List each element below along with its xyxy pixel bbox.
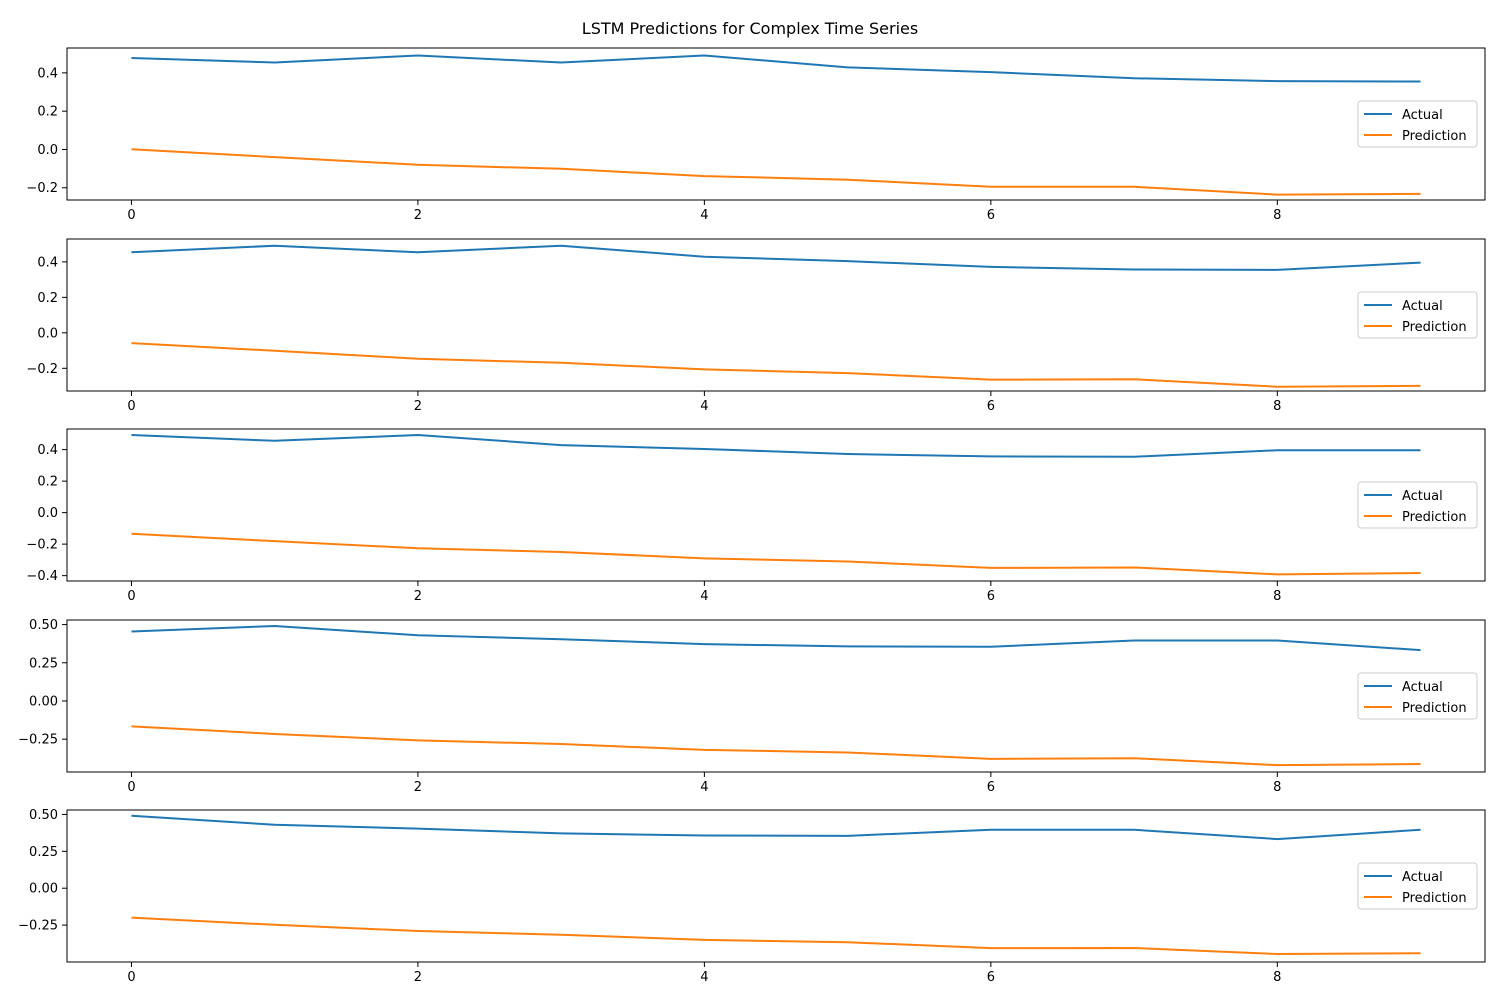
y-tick-label: 0.50 [29,618,58,633]
y-tick-label: 0.0 [37,326,58,341]
x-tick-label: 2 [414,208,422,223]
y-tick-label: 0.00 [29,694,58,709]
series-line-prediction [131,916,1421,956]
subplot-5: 0 2 4 6 8 −0.25 0.00 0.25 0.50 Actual Prediction [18,808,1486,985]
legend: Actual Prediction [1357,672,1478,720]
subplot-3: 0 2 4 6 8 −0.4 −0.2 0.0 0.2 0.4 Actual Prediction [26,428,1486,604]
series-line-prediction [131,532,1421,576]
y-tick-label: 0.2 [37,475,58,490]
x-tick-label: 0 [127,399,135,414]
x-tick-label: 8 [1273,208,1281,223]
y-tick-label: −0.2 [26,181,58,196]
y-tick-label: 0.4 [37,255,58,270]
y-tick-label: 0.4 [37,66,58,81]
legend: Actual Prediction [1357,862,1478,910]
x-tick-label: 6 [987,589,995,604]
x-tick-label: 4 [700,970,708,985]
y-tick-label: 0.50 [29,808,58,823]
x-tick-label: 6 [987,970,995,985]
y-tick-label: −0.25 [18,919,58,934]
series-line-actual [131,433,1421,458]
legend-label-actual: Actual [1402,489,1443,504]
y-tick-label: −0.2 [26,538,58,553]
subplot-1: 0 2 4 6 8 −0.2 0.0 0.2 0.4 Actual Prediction [26,47,1486,223]
legend: Actual Prediction [1357,481,1478,529]
legend-label-actual: Actual [1402,680,1443,695]
subplots: 0 2 4 6 8 −0.2 0.0 0.2 0.4 Actual Prediction 0 2 4 6 8 −… [18,47,1486,985]
x-tick-label: 4 [700,208,708,223]
legend-label-prediction: Prediction [1402,891,1467,906]
x-tick-label: 8 [1273,780,1281,795]
y-tick-label: 0.00 [29,882,58,897]
series-line-actual [131,54,1421,83]
x-tick-label: 2 [414,780,422,795]
x-tick-label: 8 [1273,399,1281,414]
figure-title: LSTM Predictions for Complex Time Series [582,19,918,38]
legend-label-prediction: Prediction [1402,320,1467,335]
axes-frame [66,809,1486,963]
legend-label-actual: Actual [1402,299,1443,314]
x-tick-label: 0 [127,970,135,985]
legend-label-prediction: Prediction [1402,510,1467,525]
x-tick-label: 8 [1273,589,1281,604]
legend-label-prediction: Prediction [1402,701,1467,716]
subplot-4: 0 2 4 6 8 −0.25 0.00 0.25 0.50 Actual Prediction [18,618,1486,795]
series-line-prediction [131,725,1421,767]
legend: Actual Prediction [1357,291,1478,339]
series-line-prediction [131,342,1421,388]
series-line-prediction [131,148,1421,196]
y-tick-label: 0.2 [37,291,58,306]
axes-frame [66,619,1486,773]
y-tick-label: −0.2 [26,362,58,377]
x-tick-label: 6 [987,780,995,795]
x-tick-label: 6 [987,399,995,414]
y-tick-label: 0.0 [37,143,58,158]
series-line-actual [131,624,1421,652]
y-tick-label: 0.2 [37,105,58,120]
x-tick-label: 0 [127,780,135,795]
x-tick-label: 2 [414,970,422,985]
y-tick-label: −0.25 [18,733,58,748]
legend-label-actual: Actual [1402,108,1443,123]
subplot-2: 0 2 4 6 8 −0.2 0.0 0.2 0.4 Actual Prediction [26,238,1486,414]
legend: Actual Prediction [1357,100,1478,148]
axes-frame [66,47,1486,201]
axes-frame [66,428,1486,582]
x-tick-label: 4 [700,399,708,414]
x-tick-label: 0 [127,208,135,223]
y-tick-label: 0.25 [29,656,58,671]
x-tick-label: 2 [414,399,422,414]
y-tick-label: 0.0 [37,506,58,521]
x-tick-label: 8 [1273,970,1281,985]
series-line-actual [131,814,1421,841]
y-tick-label: −0.4 [26,569,58,584]
x-tick-label: 0 [127,589,135,604]
x-tick-label: 2 [414,589,422,604]
axes-frame [66,238,1486,392]
x-tick-label: 4 [700,780,708,795]
series-line-actual [131,244,1421,271]
x-tick-label: 4 [700,589,708,604]
y-tick-label: 0.25 [29,845,58,860]
legend-label-prediction: Prediction [1402,129,1467,144]
x-tick-label: 6 [987,208,995,223]
y-tick-label: 0.4 [37,443,58,458]
legend-label-actual: Actual [1402,870,1443,885]
